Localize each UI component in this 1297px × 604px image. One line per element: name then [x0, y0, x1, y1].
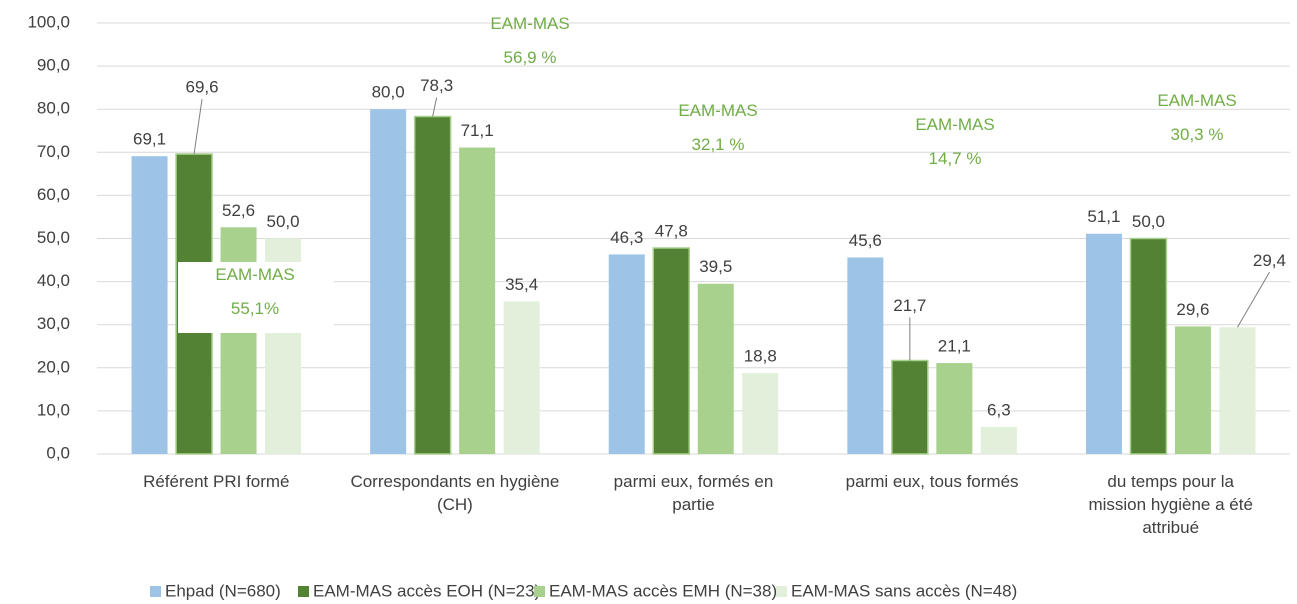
data-label: 45,6 [849, 231, 882, 250]
bar [370, 109, 407, 454]
data-label: 80,0 [372, 83, 405, 102]
data-label: 50,0 [1132, 212, 1165, 231]
y-tick-label: 60,0 [37, 185, 70, 204]
bar [608, 254, 645, 454]
data-label: 39,5 [699, 257, 732, 276]
annotation: EAM-MAS [915, 115, 995, 134]
data-label: 47,8 [655, 221, 688, 240]
y-tick-label: 50,0 [37, 228, 70, 247]
bar [652, 247, 690, 455]
data-label: 69,1 [133, 130, 166, 149]
y-tick-label: 80,0 [37, 99, 70, 118]
bar [697, 283, 734, 454]
legend-swatch [150, 586, 161, 597]
x-tick-label: du temps pour la mission hygiène a été a… [1088, 472, 1253, 537]
annotation: EAM-MAS [1157, 91, 1237, 110]
data-label: 69,6 [186, 78, 219, 97]
legend-swatch [776, 586, 787, 597]
x-tick-label: Référent PRI formé [143, 472, 290, 491]
legend-label: EAM-MAS accès EMH (N=38) [549, 581, 777, 600]
bar [980, 426, 1017, 454]
annotation: 55,1% [230, 299, 280, 318]
data-label: 52,6 [222, 201, 255, 220]
y-tick-label: 90,0 [37, 56, 70, 75]
annotation: EAM-MAS [490, 14, 570, 33]
y-tick-label: 30,0 [37, 314, 70, 333]
legend-swatch [298, 586, 309, 597]
bar [1129, 237, 1168, 455]
y-tick-label: 0,0 [46, 443, 70, 462]
legend-swatch [534, 586, 545, 597]
x-tick-label: Correspondants en hygiène (CH) [350, 472, 560, 514]
bar [891, 359, 929, 455]
y-tick-label: 10,0 [37, 400, 70, 419]
data-label: 71,1 [461, 121, 494, 140]
annotation: EAM-MAS [215, 265, 295, 284]
bar [1174, 326, 1211, 454]
legend-label: EAM-MAS accès EOH (N=23) [313, 581, 540, 600]
bar [936, 363, 973, 454]
data-label: 46,3 [610, 228, 643, 247]
annotation: 30,3 % [1170, 125, 1224, 144]
data-label: 29,6 [1176, 300, 1209, 319]
bar [742, 372, 779, 454]
data-label: 6,3 [987, 400, 1011, 419]
y-tick-label: 40,0 [37, 271, 70, 290]
annotation: EAM-MAS [678, 101, 758, 120]
bar [131, 156, 168, 454]
data-label: 21,7 [893, 296, 926, 315]
legend-label: Ehpad (N=680) [165, 581, 281, 600]
data-label: 29,4 [1253, 251, 1286, 270]
leader-line [1237, 272, 1270, 328]
annotation: 14,7 % [928, 149, 982, 168]
annotation-box [178, 262, 334, 333]
leader-line [193, 98, 203, 155]
bar [1219, 327, 1256, 454]
data-label: 35,4 [505, 275, 538, 294]
data-label: 18,8 [744, 346, 777, 365]
data-label: 21,1 [938, 337, 971, 356]
leader-line [432, 97, 438, 117]
legend-label: EAM-MAS sans accès (N=48) [791, 581, 1017, 600]
bar [847, 257, 884, 454]
y-tick-label: 20,0 [37, 357, 70, 376]
bar [503, 301, 540, 454]
x-tick-label: parmi eux, formés en partie [613, 472, 774, 514]
annotation: 32,1 % [691, 135, 745, 154]
bar [1085, 233, 1122, 454]
bar [413, 115, 452, 455]
y-tick-label: 100,0 [27, 12, 70, 31]
bar [459, 147, 496, 454]
data-label: 51,1 [1087, 207, 1120, 226]
y-tick-label: 70,0 [37, 142, 70, 161]
data-label: 78,3 [420, 76, 453, 95]
data-label: 50,0 [267, 212, 300, 231]
x-tick-label: parmi eux, tous formés [845, 472, 1019, 491]
annotation: 56,9 % [503, 48, 557, 67]
